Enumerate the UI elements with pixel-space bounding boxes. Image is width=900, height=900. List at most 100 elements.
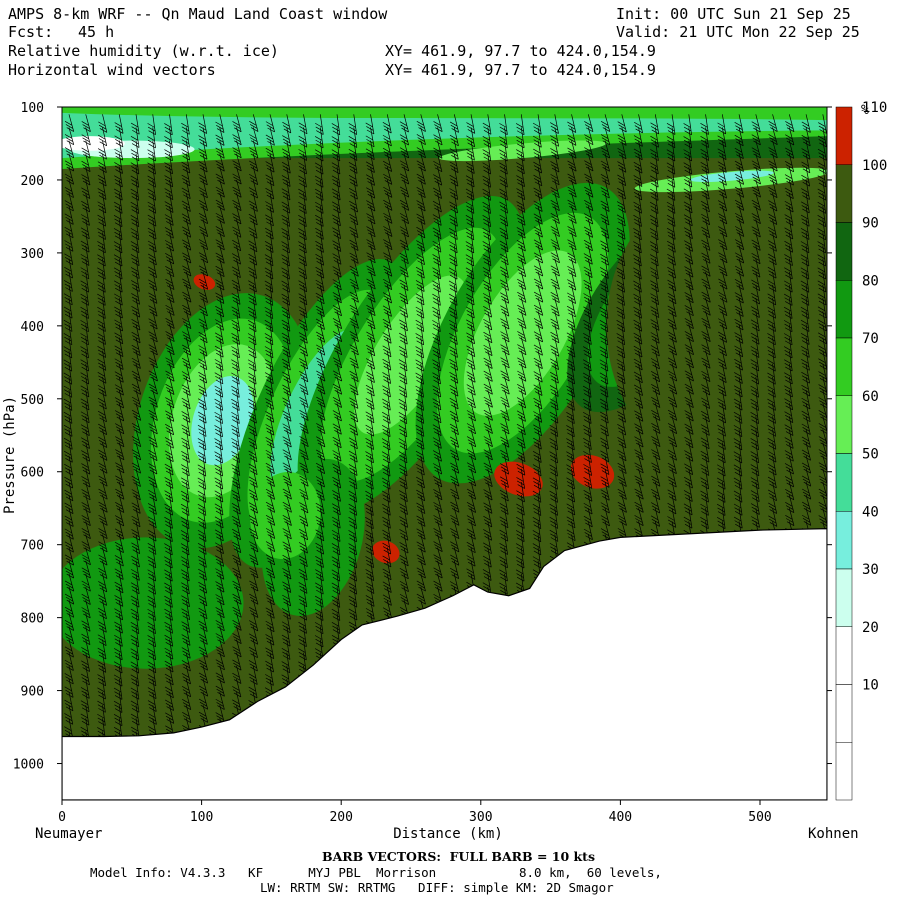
wind-barb-716 [316, 363, 326, 382]
wind-barb-652 [281, 665, 291, 687]
wind-barb-1466 [666, 206, 676, 227]
wind-barb-1293 [566, 495, 576, 516]
wind-barb-1583 [716, 481, 726, 503]
wind-barb-1302 [584, 179, 594, 198]
wind-barb-249 [147, 232, 157, 253]
wind-barb-1403 [633, 219, 642, 241]
wind-barb-1463 [666, 166, 676, 188]
wind-barb-1484 [667, 442, 677, 461]
wind-barb-305 [165, 350, 175, 369]
wind-barb-1299 [584, 140, 594, 159]
wind-barb-244 [147, 166, 156, 188]
wind-barb-1391 [617, 481, 627, 500]
wind-barb-326 [164, 626, 174, 647]
wind-barb-854 [365, 560, 375, 581]
wind-barb-1 [64, 127, 75, 145]
colorbar-bin-90 [835, 222, 853, 281]
wind-barb-148 [114, 166, 123, 188]
wind-barb-1648 [750, 495, 760, 515]
wind-barb-1053 [465, 179, 475, 201]
wind-barb-1777 [818, 508, 827, 527]
wind-barb-845 [365, 442, 374, 464]
wind-barb-240 [147, 114, 156, 136]
wind-barb-1661 [767, 245, 777, 266]
wind-barb-1549 [700, 455, 710, 476]
rh-supersat-2 [570, 454, 615, 489]
wind-barb-390 [198, 232, 209, 251]
wind-barb-991 [432, 337, 441, 359]
wind-barb-1639 [750, 376, 759, 398]
wind-barb-284 [147, 691, 157, 712]
wind-barb-1609 [733, 403, 743, 424]
wind-barb-1303 [584, 192, 594, 211]
wind-barb-1449 [651, 403, 661, 421]
wind-barb-1261 [549, 521, 559, 542]
wind-barb-479 [232, 166, 242, 185]
colorbar-label-20: 20 [862, 620, 879, 636]
wind-barb-820 [365, 114, 375, 135]
wind-barb-582 [264, 324, 274, 346]
wind-barb-1280 [566, 324, 576, 345]
wind-barb-1186 [516, 481, 525, 503]
wind-barb-1015 [449, 166, 459, 187]
wind-barb-1174 [517, 324, 527, 342]
wind-barb-1505 [684, 298, 694, 317]
wind-barb-1535 [701, 271, 711, 290]
wind-barb-586 [265, 376, 274, 397]
wind-barb-217 [131, 442, 142, 461]
wind-barb-154 [113, 245, 123, 267]
wind-barb-1270 [567, 192, 577, 211]
wind-barb-823 [365, 153, 375, 173]
wind-barb-780 [348, 114, 358, 135]
wind-barb-521 [249, 114, 259, 132]
wind-barb-1005 [433, 521, 443, 539]
wind-barb-1748 [817, 127, 827, 148]
wind-barb-307 [165, 376, 175, 395]
wind-barb-450 [214, 403, 223, 424]
wind-barb-702 [314, 179, 324, 201]
wind-barb-46 [64, 718, 73, 739]
wind-barb-141 [97, 705, 106, 726]
wind-barb-1220 [532, 442, 542, 463]
wind-barb-557 [249, 586, 259, 605]
wind-barb-1310 [583, 284, 593, 305]
wind-barb-364 [180, 508, 190, 530]
wind-barb-1048 [466, 114, 476, 134]
wind-barb-984 [432, 245, 442, 266]
wind-barb-927 [399, 495, 408, 515]
wind-barb-235 [130, 678, 140, 700]
wind-barb-889 [382, 508, 391, 529]
wind-barb-488 [231, 284, 241, 305]
wind-barb-1678 [767, 468, 777, 489]
wind-barb-536 [247, 311, 257, 332]
wind-barb-280 [147, 639, 157, 661]
wind-barb-1401 [633, 193, 642, 214]
wind-barb-199 [130, 206, 140, 227]
wind-barb-1316 [582, 363, 592, 385]
wind-barb-149 [113, 179, 123, 201]
wind-barb-1132 [499, 258, 509, 278]
wind-barb-911 [399, 284, 409, 305]
wind-barb-455 [214, 468, 224, 490]
wind-barb-1462 [666, 153, 676, 175]
wind-barb-1150 [499, 495, 509, 515]
wind-barb-452 [214, 429, 223, 451]
wind-barb-1191 [515, 547, 525, 569]
wind-barb-201 [130, 232, 140, 254]
wind-barb-1593 [734, 192, 745, 211]
wind-barb-1111 [483, 468, 493, 487]
wind-barb-1370 [616, 206, 626, 227]
wind-barb-1382 [616, 363, 626, 384]
wind-barb-1041 [450, 508, 460, 526]
wind-barb-1155 [499, 560, 508, 582]
wind-barb-1291 [566, 468, 575, 490]
colorbar-bin-80 [835, 280, 853, 339]
wind-barb-1410 [633, 311, 643, 332]
wind-barb-638 [282, 481, 292, 500]
wind-barb-680 [299, 455, 309, 474]
wind-barb-857 [365, 600, 375, 620]
wind-barb-1674 [767, 416, 777, 437]
wind-barb-415 [198, 560, 207, 581]
wind-barb-123 [98, 468, 108, 487]
wind-barb-1448 [651, 389, 661, 408]
